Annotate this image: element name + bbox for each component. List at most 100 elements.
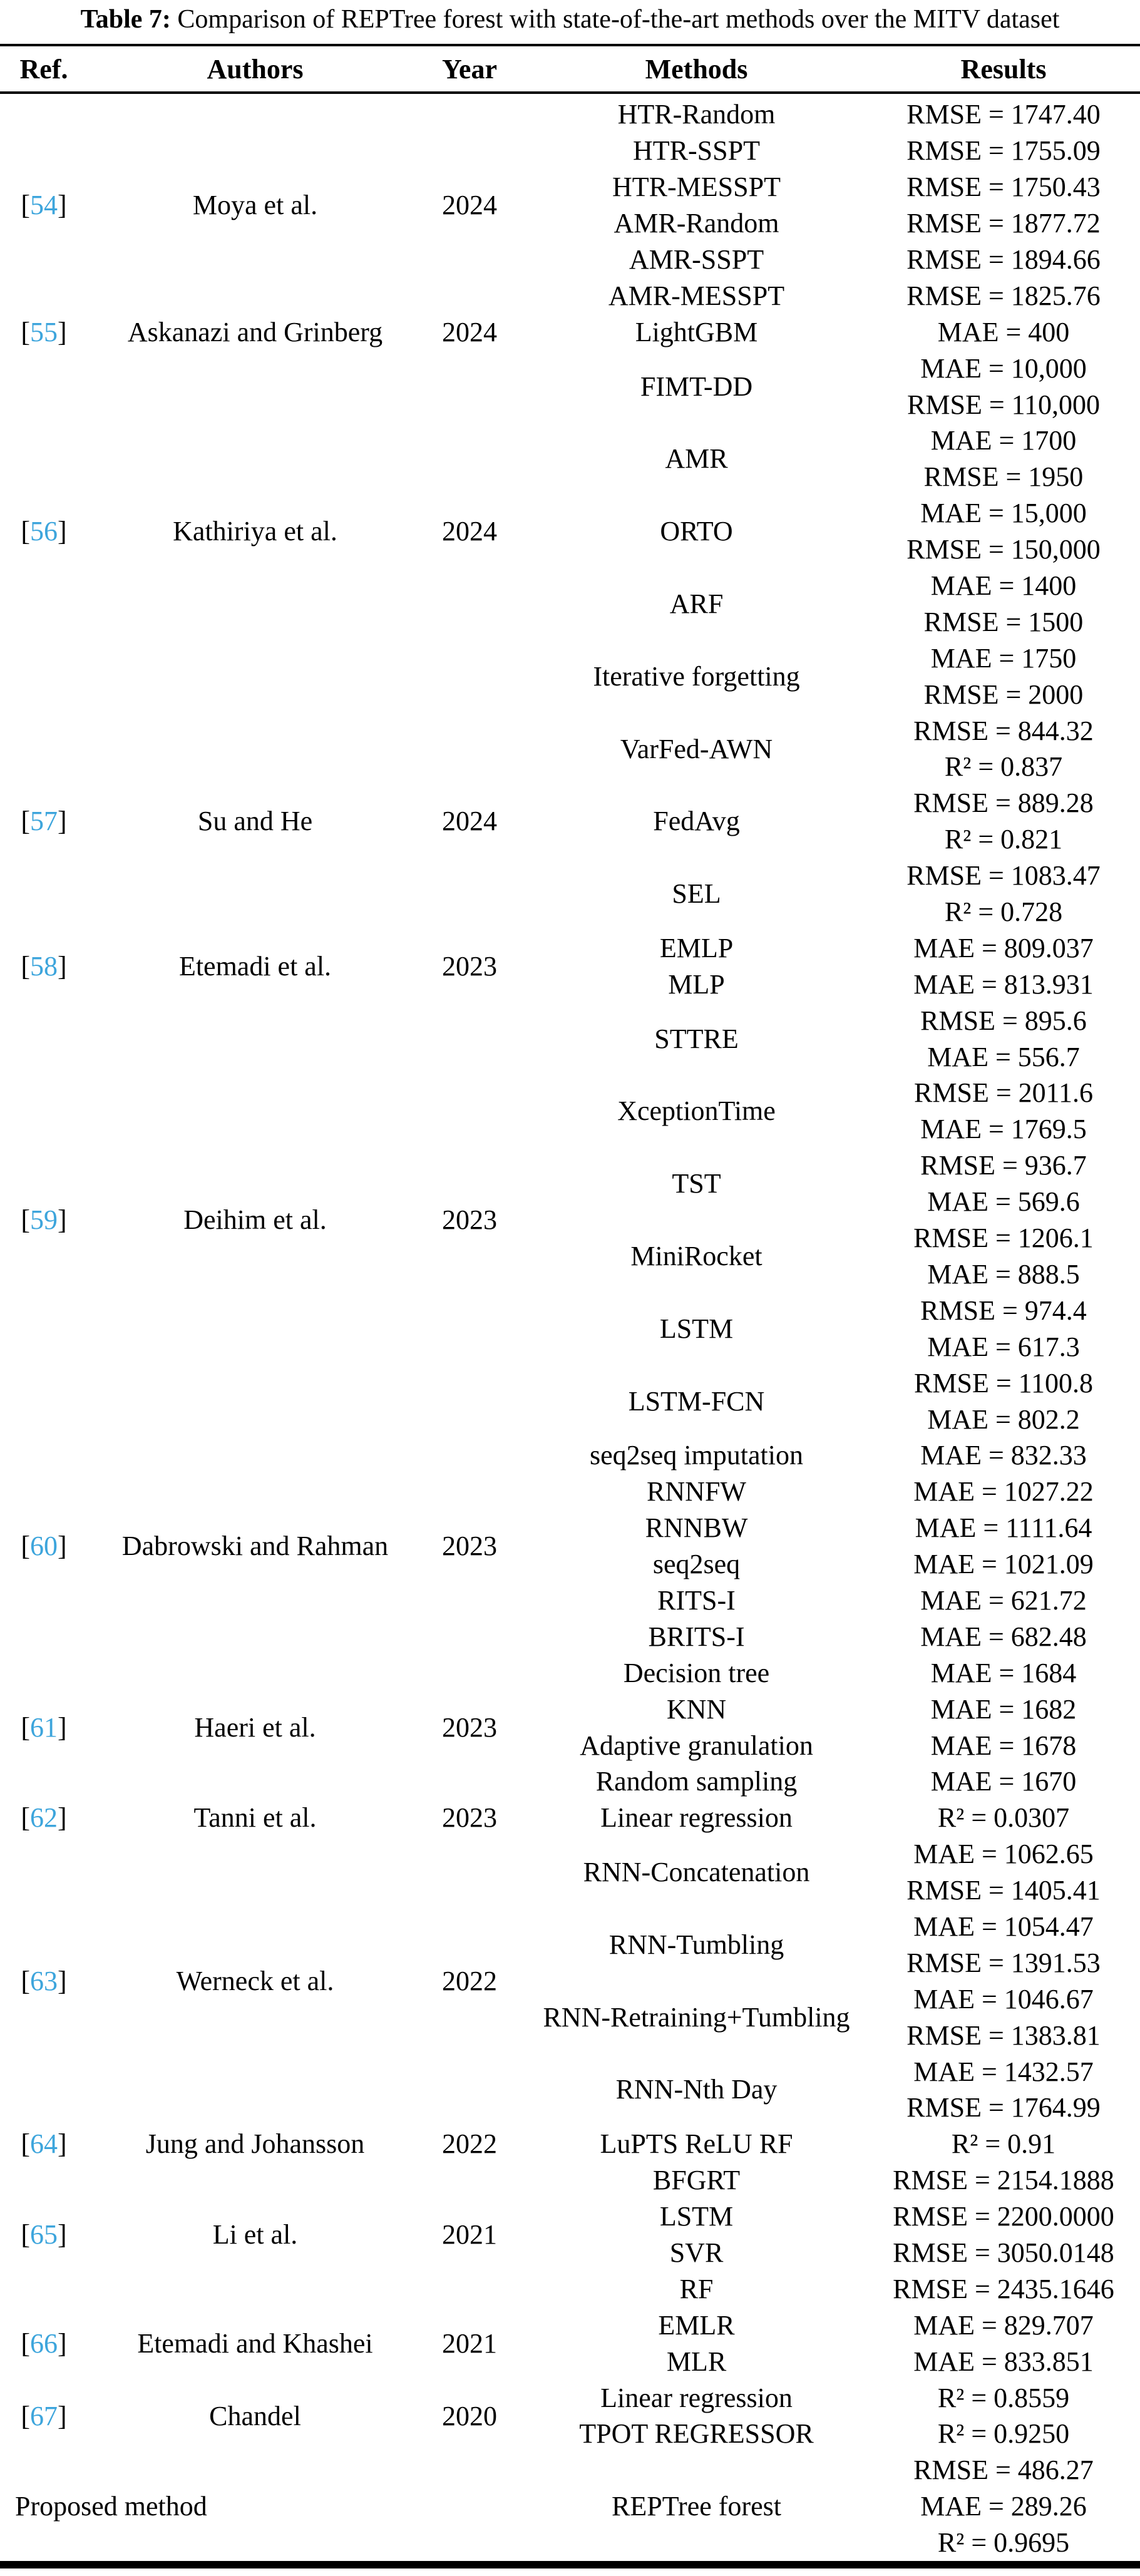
authors-cell: Li et al. (212, 2219, 298, 2250)
table-row-group: 57 Su and He 2024 VarFed-AWN RMSE = 844.… (0, 712, 1140, 930)
result-line: MAE = 1111.64 (915, 1512, 1092, 1544)
reference-link[interactable]: 64 (21, 2128, 66, 2160)
result-line: MAE = 1432.57 (913, 2056, 1094, 2087)
authors-cell: Werneck et al. (176, 1965, 334, 1996)
reference-link[interactable]: 58 (21, 950, 66, 982)
reference-link[interactable]: 67 (21, 2400, 66, 2432)
reference-link[interactable]: 57 (21, 805, 66, 837)
ref-cell: 64 (0, 2126, 88, 2162)
ref-cell: 56 (0, 350, 88, 712)
column-header-results: Results (960, 53, 1047, 85)
table-row-group: 59 Deihim et al. 2023 STTRE RMSE = 895.6… (0, 1002, 1140, 1437)
reference-link[interactable]: 59 (21, 1204, 66, 1236)
reference-link[interactable]: 55 (21, 316, 66, 348)
result-line: MAE = 289.26 (920, 2491, 1087, 2522)
reference-link[interactable]: 56 (21, 515, 66, 547)
method-row: seq2seq imputation MAE = 832.33 (557, 1437, 1140, 1474)
authors-cell: Kathiriya et al. (173, 516, 337, 547)
method-results: RMSE = 1825.76 (836, 277, 1140, 314)
reference-link[interactable]: 61 (21, 1711, 66, 1743)
result-line: MAE = 556.7 (927, 1041, 1080, 1072)
method-name: seq2seq (652, 1549, 741, 1580)
ref-cell: 62 (0, 1800, 88, 1836)
year-cell: 2020 (442, 2400, 497, 2431)
method-results: RMSE = 2200.0000 (836, 2199, 1140, 2235)
method-row: EMLP MAE = 809.037 (557, 930, 1140, 966)
result-line: MAE = 1046.67 (913, 1983, 1094, 2014)
method-results: MAE = 1400 RMSE = 1500 (836, 568, 1140, 640)
method-results: RMSE = 936.7 MAE = 569.6 (836, 1147, 1140, 1220)
method-name: ARF (669, 588, 724, 619)
method-results: RMSE = 1100.8 MAE = 802.2 (836, 1365, 1140, 1437)
method-results: RMSE = 1206.1 MAE = 888.5 (836, 1220, 1140, 1293)
ref-cell: 67 (0, 2379, 88, 2452)
methods-results-area: FIMT-DD MAE = 10,000 RMSE = 110,000 AMR M… (557, 350, 1140, 712)
method-name: AMR-Random (614, 208, 779, 239)
authors-cell: Su and He (197, 806, 313, 837)
table-row-group: 56 Kathiriya et al. 2024 FIMT-DD MAE = 1… (0, 350, 1140, 712)
reference-link[interactable]: 65 (21, 2219, 66, 2250)
result-line: MAE = 621.72 (920, 1584, 1087, 1616)
method-row: ORTO MAE = 15,000 RMSE = 150,000 (557, 495, 1140, 568)
result-line: MAE = 802.2 (927, 1403, 1080, 1435)
method-row: LightGBM MAE = 400 (557, 314, 1140, 350)
method-results: MAE = 1054.47 RMSE = 1391.53 (836, 1909, 1140, 1981)
result-line: RMSE = 2154.1888 (893, 2165, 1114, 2196)
method-name: BRITS-I (648, 1621, 745, 1652)
method-results: MAE = 1046.67 RMSE = 1383.81 (836, 1981, 1140, 2053)
result-line: MAE = 1021.09 (913, 1549, 1094, 1580)
reference-link[interactable]: 63 (21, 1965, 66, 1997)
method-row: KNN MAE = 1682 (557, 1691, 1140, 1727)
method-name: RNN-Retraining+Tumbling (543, 2001, 850, 2033)
method-name: SVR (669, 2237, 724, 2268)
result-line: MAE = 888.5 (927, 1258, 1080, 1290)
result-line: MAE = 1769.5 (920, 1114, 1087, 1145)
ref-cell: 57 (0, 712, 88, 930)
reference-link[interactable]: 60 (21, 1530, 66, 1562)
result-line: MAE = 1670 (930, 1766, 1077, 1797)
method-name: LSTM (659, 2201, 734, 2232)
result-line: MAE = 617.3 (927, 1331, 1080, 1362)
method-row: RNN-Nth Day MAE = 1432.57 RMSE = 1764.99 (557, 2053, 1140, 2126)
result-line: RMSE = 889.28 (913, 788, 1094, 819)
year-cell: 2023 (442, 1802, 497, 1834)
method-results: MAE = 813.931 (836, 966, 1140, 1002)
result-line: R² = 0.9695 (937, 2527, 1070, 2558)
reference-link[interactable]: 66 (21, 2327, 66, 2359)
reference-link[interactable]: 62 (21, 1802, 66, 1834)
method-name: AMR-MESSPT (608, 280, 785, 311)
method-row: AMR-SSPT RMSE = 1894.66 (557, 242, 1140, 278)
result-line: R² = 0.837 (944, 751, 1063, 783)
method-row: ARF MAE = 1400 RMSE = 1500 (557, 568, 1140, 640)
method-row: RITS-I MAE = 621.72 (557, 1583, 1140, 1619)
method-name: AMR (665, 443, 728, 475)
authors-cell: Deihim et al. (183, 1204, 327, 1236)
methods-results-area: EMLR MAE = 829.707 MLR MAE = 833.851 (557, 2307, 1140, 2379)
method-results: MAE = 829.707 (836, 2307, 1140, 2343)
result-line: RMSE = 844.32 (913, 715, 1094, 746)
column-header-ref: Ref. (19, 53, 68, 85)
method-name: LightGBM (635, 316, 758, 347)
reference-link[interactable]: 54 (21, 189, 66, 221)
column-header-methods: Methods (645, 53, 748, 85)
result-line: RMSE = 1894.66 (906, 244, 1101, 275)
result-line: R² = 0.8559 (937, 2382, 1070, 2413)
method-results: MAE = 682.48 (836, 1618, 1140, 1655)
method-results: MAE = 1678 (836, 1727, 1140, 1763)
method-name: KNN (666, 1693, 727, 1725)
method-results: MAE = 832.33 (836, 1437, 1140, 1474)
method-name: RNNFW (647, 1476, 746, 1507)
method-results: MAE = 1111.64 (836, 1510, 1140, 1546)
result-line: RMSE = 2200.0000 (893, 2201, 1114, 2232)
method-name: VarFed-AWN (620, 733, 773, 764)
method-name: RNNBW (645, 1512, 748, 1544)
methods-results-area: seq2seq imputation MAE = 832.33 RNNFW MA… (557, 1437, 1140, 1655)
methods-results-area: REPTree forest RMSE = 486.27 MAE = 289.26… (557, 2452, 1140, 2561)
method-results: MAE = 1682 (836, 1691, 1140, 1727)
authors-cell: Proposed method (15, 2491, 207, 2522)
method-row: HTR-Random RMSE = 1747.40 (557, 96, 1140, 133)
result-line: MAE = 10,000 (920, 352, 1087, 384)
result-line: MAE = 1027.22 (913, 1476, 1094, 1507)
method-name: REPTree forest (612, 2491, 781, 2522)
